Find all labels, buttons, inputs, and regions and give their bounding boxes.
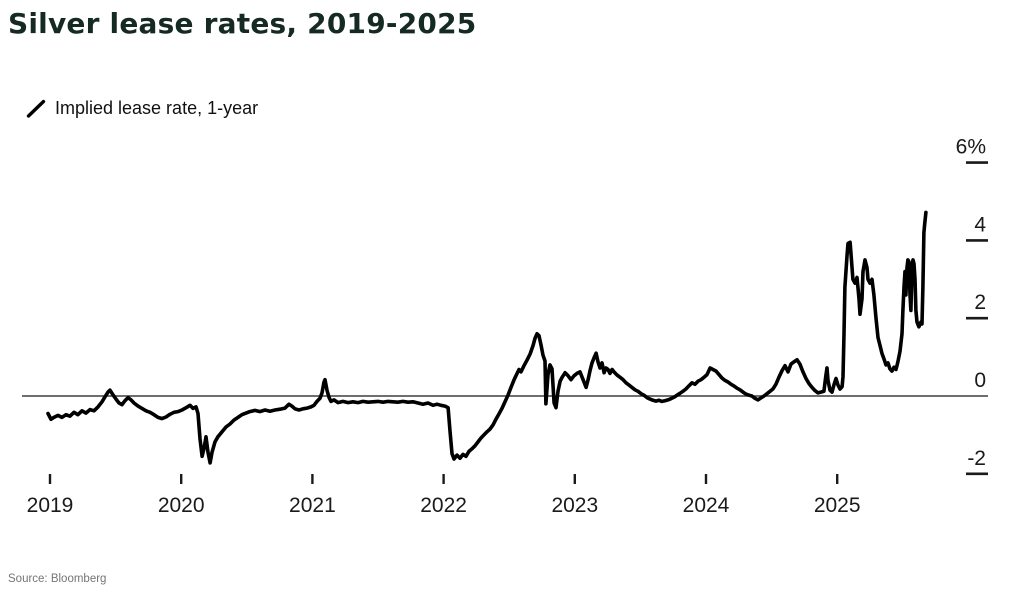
x-axis-label-2019: 2019 — [27, 494, 74, 517]
y-axis-label--2: -2 — [967, 447, 986, 470]
series-group — [46, 210, 928, 465]
x-axis-label-2023: 2023 — [551, 494, 598, 517]
x-axis-label-2024: 2024 — [683, 494, 730, 517]
legend-label: Implied lease rate, 1-year — [55, 98, 259, 118]
x-axis-label-2020: 2020 — [158, 494, 205, 517]
series-line — [46, 210, 928, 465]
x-axis-label-2021: 2021 — [289, 494, 336, 517]
x-axis-label-2025: 2025 — [814, 494, 861, 517]
y-axis-label-6: 6% — [956, 136, 986, 159]
y-axis-label-2: 2 — [974, 291, 986, 314]
legend: Implied lease rate, 1-year — [26, 98, 258, 119]
y-axis-label-0: 0 — [974, 369, 986, 392]
slash-line-icon — [26, 99, 46, 118]
source-note: Source: Bloomberg — [8, 573, 107, 585]
page-title: Silver lease rates, 2019-2025 — [8, 7, 477, 40]
x-axis-label-2022: 2022 — [420, 494, 467, 517]
y-axis: 6% 4 2 0 -2 — [22, 136, 988, 476]
y-axis-label-4: 4 — [974, 213, 986, 236]
x-axis: 2019 2020 2021 2022 2023 2024 2025 — [27, 474, 861, 517]
